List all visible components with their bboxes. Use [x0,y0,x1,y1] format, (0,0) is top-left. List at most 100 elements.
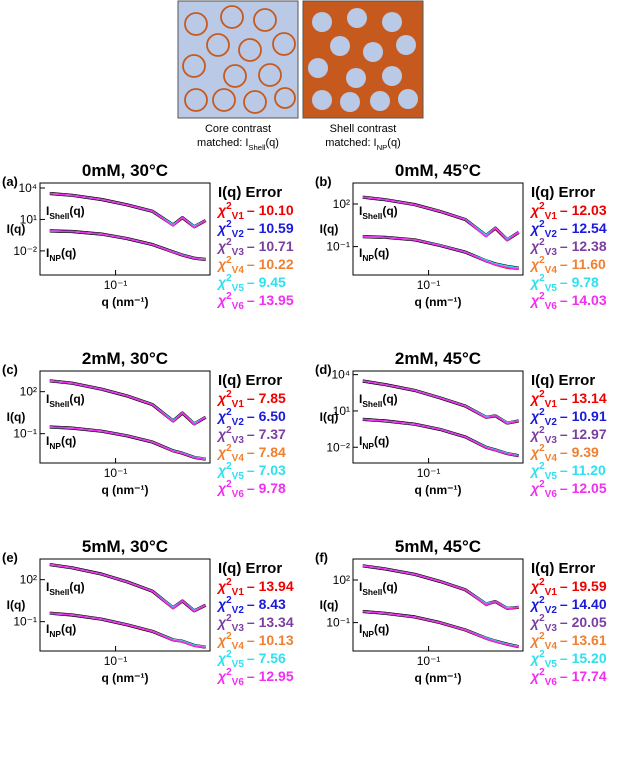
legend-sup: 2 [539,291,545,302]
text-tail: (q) [382,204,397,218]
legend-sup: 2 [226,237,232,248]
legend-entry: χ2V6– 9.78 [216,479,286,500]
legend-entry: χ2V5– 7.56 [216,649,286,670]
legend-symbol: χ [529,578,540,594]
chart-title: 0mM, 30°C [82,161,168,180]
chart-title: 0mM, 45°C [395,161,481,180]
plot-frame [352,370,524,464]
legend-sup: 2 [539,255,545,266]
legend-error: – 13.34 [247,614,294,630]
text-sub: NP [49,629,61,639]
legend-entry: χ2V2– 10.59 [216,219,294,240]
legend-error: – 13.61 [560,632,607,648]
legend-symbol: χ [529,444,540,460]
legend-symbol: χ [216,390,227,406]
legend-symbol: χ [529,668,540,684]
panel-label: (f) [315,550,328,565]
text-main: I [46,204,49,218]
fit-curve [49,380,207,426]
legend-symbol: χ [216,596,227,612]
fit-curve [49,230,206,261]
fit-curve [362,196,520,242]
legend-entry: χ2V2– 14.40 [529,595,607,616]
text-main: I [359,622,362,636]
legend-symbol: χ [216,426,227,442]
legend-sup: 2 [226,219,232,230]
plot-frame [352,182,524,276]
y-tick-label: 10⁻¹ [13,427,37,441]
legend-sup: 2 [226,577,232,588]
legend-symbol: χ [216,220,227,236]
text-sub: NP [362,441,374,451]
legend-error: – 12.95 [247,668,294,684]
np-cores [308,8,418,112]
panel-label: (b) [315,174,332,189]
legend-sub: V5 [232,471,245,482]
legend-title: I(q) Error [218,560,282,577]
chart-title: 2mM, 45°C [395,349,481,368]
legend-sup: 2 [226,667,232,678]
legend-entry: χ2V3– 20.05 [529,613,607,634]
legend-entry: χ2V1– 7.85 [216,389,286,410]
legend-sub: V6 [545,677,558,688]
legend-entry: χ2V3– 13.34 [216,613,294,634]
x-tick-label: 10⁻¹ [417,278,441,292]
text-sub: NP [49,441,61,451]
x-axis-label: q (nm⁻¹) [102,483,149,497]
y-tick-label: 10¹ [20,212,37,226]
x-tick-label: 10⁻¹ [104,278,128,292]
legend-error: – 14.03 [560,292,607,308]
legend-symbol: χ [529,202,540,218]
text-sub: Shell [49,211,69,221]
legend-entry: χ2V6– 12.95 [216,667,294,688]
legend-title: I(q) Error [218,184,282,201]
legend-entry: χ2V2– 10.91 [529,407,607,428]
caption-line: Shell contrast [330,123,397,135]
shell-rings [182,5,296,114]
y-tick-label: 10² [20,385,37,399]
legend-sup: 2 [539,407,545,418]
text-main: I [359,204,362,218]
legend-symbol: χ [216,202,227,218]
legend-error: – 10.91 [560,408,607,424]
legend-error: – 12.97 [560,426,607,442]
text-sub: NP [362,253,374,263]
text-main: I [46,246,49,260]
legend-sup: 2 [539,461,545,472]
legend-symbol: χ [216,408,227,424]
legend-symbol: χ [529,256,540,272]
legend-sub: V1 [545,211,558,222]
y-axis-label: I(q) [7,222,26,236]
y-tick-label: 10⁻² [326,440,350,454]
x-tick-label: 10⁻¹ [417,654,441,668]
legend-sub: V1 [545,587,558,598]
curve-label: INP(q) [46,434,76,451]
legend-entry: χ2V3– 12.97 [529,425,607,446]
legend-sub: V2 [545,417,558,428]
x-axis-label: q (nm⁻¹) [102,671,149,685]
legend-error: – 7.37 [247,426,286,442]
text-sub: NP [49,253,61,263]
legend-sup: 2 [539,201,545,212]
legend-entry: χ2V5– 7.03 [216,461,286,482]
y-tick-label: 10⁻² [13,244,37,258]
legend-sub: V3 [232,623,245,634]
text-sub: NP [362,629,374,639]
y-tick-label: 10⁻¹ [13,615,37,629]
panel-label: (d) [315,362,332,377]
legend-symbol: χ [216,578,227,594]
legend-error: – 7.85 [247,390,286,406]
legend-error: – 9.39 [560,444,599,460]
legend-sup: 2 [539,237,545,248]
panel-label: (e) [2,550,18,565]
y-tick-label: 10¹ [333,404,350,418]
legend-symbol: χ [529,650,540,666]
curve-label: INP(q) [46,622,76,639]
legend-symbol: χ [529,614,540,630]
legend-entry: χ2V1– 10.10 [216,201,294,222]
legend-symbol: χ [529,426,540,442]
legend-symbol: χ [216,292,227,308]
legend-symbol: χ [529,480,540,496]
legend-sub: V5 [232,283,245,294]
